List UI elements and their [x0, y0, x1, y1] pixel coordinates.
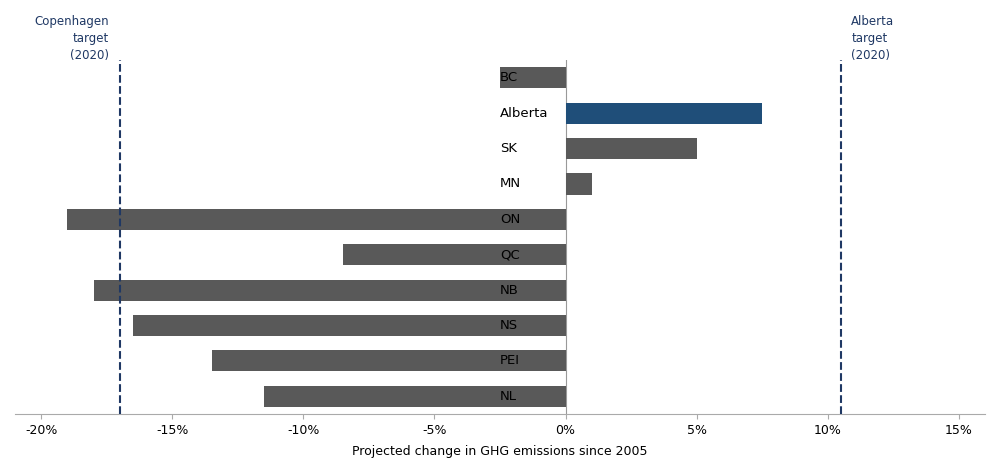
- Bar: [67, 209, 566, 230]
- Text: SK: SK: [500, 142, 517, 155]
- Text: QC: QC: [500, 248, 520, 261]
- Text: MN: MN: [500, 177, 521, 191]
- Bar: [566, 174, 592, 194]
- Text: NB: NB: [500, 284, 519, 297]
- Bar: [500, 67, 566, 88]
- Text: BC: BC: [500, 71, 518, 84]
- Text: PEI: PEI: [500, 354, 520, 368]
- Text: NS: NS: [500, 319, 518, 332]
- Text: Copenhagen
target
(2020): Copenhagen target (2020): [35, 15, 109, 62]
- Bar: [343, 244, 566, 265]
- Bar: [133, 315, 566, 336]
- Text: NL: NL: [500, 390, 517, 403]
- Bar: [264, 385, 566, 407]
- Bar: [566, 103, 762, 124]
- Bar: [94, 280, 566, 301]
- Text: Alberta
target
(2020): Alberta target (2020): [851, 15, 894, 62]
- Bar: [212, 350, 566, 371]
- Bar: [566, 138, 697, 159]
- Text: Alberta: Alberta: [500, 107, 548, 120]
- X-axis label: Projected change in GHG emissions since 2005: Projected change in GHG emissions since …: [352, 445, 648, 458]
- Text: ON: ON: [500, 213, 520, 226]
